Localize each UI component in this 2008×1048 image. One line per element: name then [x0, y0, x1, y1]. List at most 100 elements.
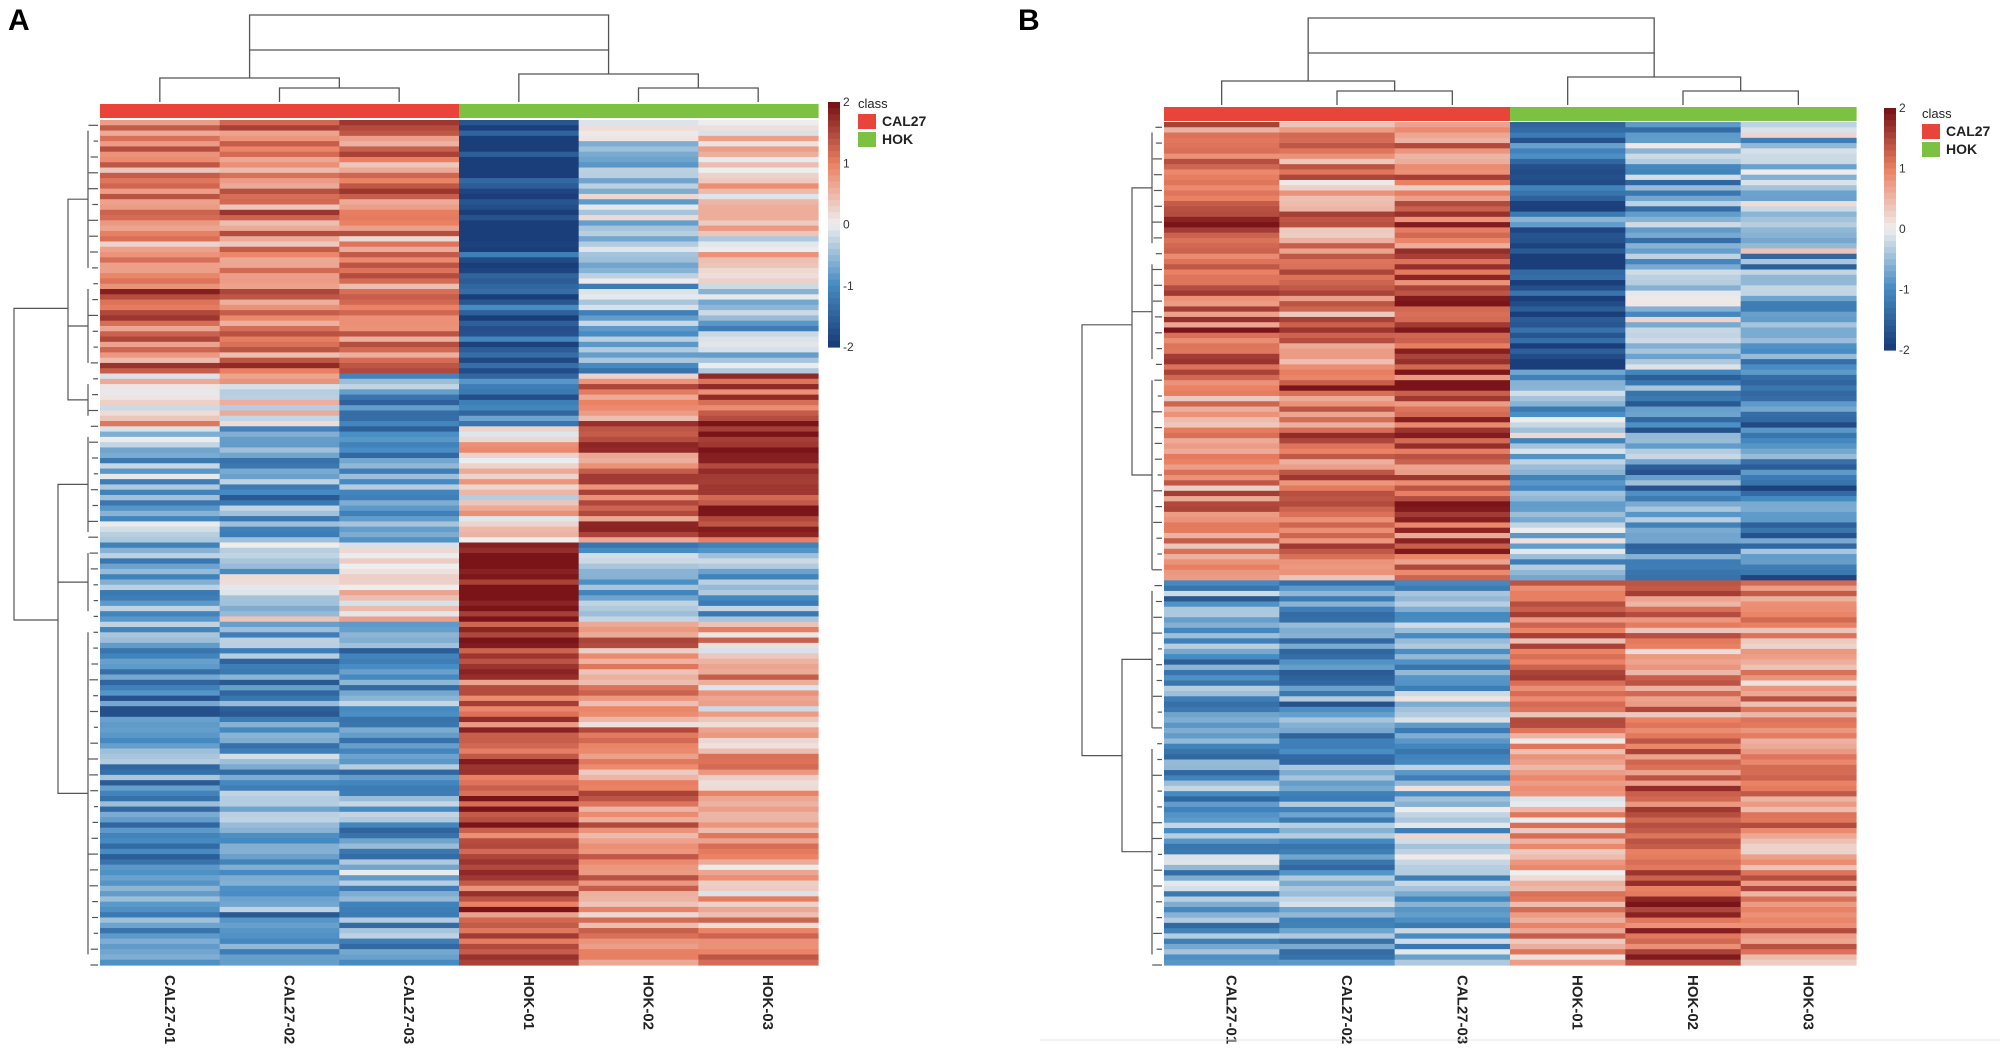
heatmap-cell: [1510, 174, 1626, 181]
heatmap-cell: [1279, 717, 1396, 724]
heatmap-cell: [1164, 864, 1280, 871]
color-scale-tick: -1: [1899, 283, 1910, 297]
heatmap-cell: [100, 320, 221, 327]
heatmap-cell: [578, 120, 699, 126]
heatmap-cell: [1164, 785, 1280, 792]
heatmap-cell: [1625, 243, 1742, 250]
heatmap-cell: [698, 811, 819, 818]
heatmap-cell: [1394, 691, 1511, 697]
heatmap-cell: [219, 806, 340, 813]
heatmap-cell: [1510, 269, 1626, 276]
color-scale: 210-1-2: [1884, 101, 1910, 357]
heatmap-cell: [1164, 801, 1280, 808]
color-scale-step: [828, 310, 840, 317]
heatmap-cell: [339, 695, 460, 702]
heatmap-cell: [698, 663, 819, 670]
heatmap-cell: [1510, 849, 1626, 855]
heatmap-cell: [1740, 606, 1857, 613]
heatmap-cell: [459, 838, 580, 845]
heatmap-cell: [1164, 659, 1280, 666]
heatmap-cell: [1740, 137, 1857, 144]
heatmap-cell: [578, 780, 699, 787]
heatmap-cell: [100, 246, 221, 253]
heatmap-cell: [100, 658, 221, 665]
heatmap-cell: [1740, 295, 1857, 302]
heatmap-cell: [1394, 290, 1511, 297]
heatmap-cell: [1740, 237, 1857, 244]
heatmap-cell: [698, 378, 819, 385]
heatmap-cell: [459, 336, 580, 343]
heatmap-cell: [1164, 190, 1280, 197]
heatmap-cell: [698, 875, 819, 882]
class-bar-hok: [1740, 107, 1857, 121]
color-scale-step: [828, 242, 840, 250]
heatmap-cell: [1394, 253, 1511, 260]
heatmap-cell: [1394, 359, 1511, 365]
heatmap-cell: [100, 421, 221, 427]
heatmap-cell: [1279, 548, 1396, 555]
heatmap-cell: [339, 252, 460, 258]
heatmap-cell: [1279, 211, 1396, 218]
heatmap-cell: [1625, 411, 1742, 418]
heatmap-cell: [459, 711, 580, 718]
heatmap-cell: [1164, 122, 1280, 128]
heatmap-cell: [1510, 817, 1626, 824]
heatmap-cell: [1510, 527, 1626, 534]
heatmap-cell: [1625, 933, 1742, 940]
heatmap-cell: [698, 442, 819, 449]
heatmap-cell: [578, 790, 699, 797]
heatmap-cell: [459, 906, 580, 913]
heatmap-cell: [698, 584, 819, 591]
heatmap-cell: [578, 796, 699, 802]
heatmap-cell: [698, 611, 819, 618]
heatmap-cell: [1164, 590, 1280, 597]
heatmap-cell: [459, 183, 580, 190]
heatmap-cell: [1394, 822, 1511, 829]
color-scale-step: [828, 200, 840, 207]
heatmap-cell: [219, 648, 340, 655]
heatmap-cell: [1740, 190, 1857, 197]
heatmap-cell: [578, 869, 699, 876]
heatmap-cell: [1510, 374, 1626, 381]
heatmap-cell: [698, 188, 819, 195]
heatmap-cell: [1740, 943, 1857, 950]
heatmap-cell: [698, 854, 819, 860]
heatmap-cell: [1510, 164, 1626, 171]
row-dendrogram: [1081, 126, 1162, 966]
heatmap-cell: [100, 172, 221, 179]
heatmap-cell: [1510, 132, 1626, 139]
heatmap-cell: [578, 954, 699, 961]
heatmap-cell: [219, 347, 340, 353]
heatmap-cell: [698, 494, 819, 501]
heatmap-cell: [698, 648, 819, 655]
heatmap-cell: [698, 283, 819, 290]
heatmap-cell: [698, 484, 819, 491]
heatmap-cell: [1625, 359, 1742, 365]
heatmap-cell: [1164, 353, 1280, 360]
heatmap-cell: [1510, 685, 1626, 692]
heatmap-cell: [1394, 374, 1511, 381]
heatmap-cell: [1279, 922, 1396, 929]
class-bar-cal27: [1279, 107, 1396, 121]
heatmap-cell: [219, 843, 340, 850]
heatmap-cell: [459, 473, 580, 480]
heatmap-cell: [698, 669, 819, 676]
heatmap-cell: [1510, 590, 1626, 597]
heatmap-cell: [100, 706, 221, 713]
heatmap-cell: [100, 621, 221, 628]
heatmap-cell: [1279, 801, 1396, 808]
heatmap-cell: [1510, 406, 1626, 413]
heatmap-cell: [1625, 959, 1742, 966]
heatmap-cell: [1625, 517, 1742, 524]
heatmap-cell: [1510, 585, 1626, 592]
heatmap-cell: [698, 859, 819, 866]
heatmap-cell: [1394, 295, 1511, 302]
heatmap-cell: [219, 700, 340, 707]
heatmap-cell: [1164, 575, 1280, 581]
heatmap-cell: [219, 225, 340, 232]
heatmap-cell: [1625, 532, 1742, 539]
heatmap-cell: [1164, 770, 1280, 776]
heatmap-cell: [578, 848, 699, 855]
heatmap-cell: [219, 590, 340, 596]
heatmap-cell: [1510, 369, 1626, 376]
